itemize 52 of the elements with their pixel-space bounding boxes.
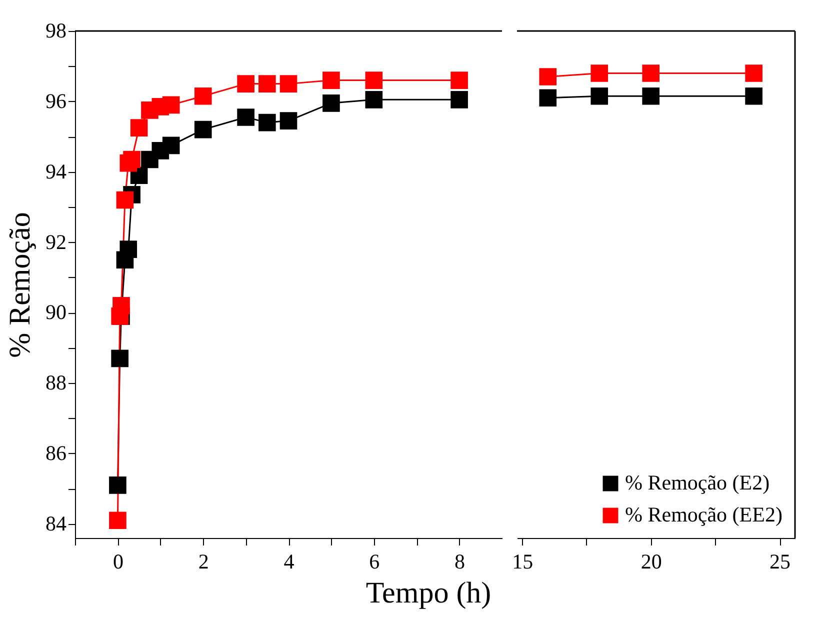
point — [112, 296, 130, 314]
y-tick-label: 84 — [46, 511, 67, 536]
y-tick-label: 96 — [46, 88, 66, 113]
y-tick-label: 86 — [46, 441, 66, 465]
point — [450, 90, 468, 108]
x-axis-title: Tempo (h) — [366, 576, 492, 610]
x-tick-label: 15 — [512, 550, 534, 574]
point — [745, 87, 762, 105]
point — [745, 64, 762, 82]
point — [162, 96, 180, 114]
point — [280, 75, 298, 92]
point — [450, 72, 468, 89]
point — [590, 64, 608, 82]
point — [642, 64, 660, 82]
point — [258, 114, 276, 132]
y-axis-title: % Remoção — [4, 212, 36, 358]
point — [365, 72, 383, 89]
point — [642, 87, 660, 105]
point — [258, 75, 276, 92]
point — [194, 87, 212, 105]
point — [237, 75, 254, 92]
point — [116, 191, 134, 209]
point — [280, 112, 298, 130]
x-tick-label: 4 — [284, 550, 295, 574]
y-tick-label: 94 — [46, 159, 67, 184]
y-tick-label: 98 — [46, 18, 66, 42]
point — [120, 240, 138, 258]
point — [539, 89, 557, 107]
point — [123, 150, 140, 168]
point — [162, 136, 180, 154]
point — [590, 87, 608, 105]
y-tick-label: 92 — [46, 230, 66, 254]
point — [365, 90, 383, 108]
point — [322, 94, 340, 112]
y-tick-label: 90 — [46, 300, 66, 324]
x-tick-label: 0 — [112, 550, 124, 574]
point — [130, 119, 148, 136]
x-tick-label: 6 — [369, 550, 380, 574]
point — [237, 108, 254, 126]
point — [194, 120, 212, 138]
legend-label: % Remoção (EE2) — [625, 502, 782, 526]
legend-label: % Remoção (E2) — [625, 470, 770, 494]
x-tick-label: 8 — [454, 550, 466, 574]
x-tick-label: 2 — [198, 550, 209, 574]
y-tick-label: 88 — [46, 370, 66, 395]
point — [111, 350, 128, 368]
point — [109, 476, 126, 494]
x-tick-label: 25 — [770, 550, 791, 574]
point — [322, 72, 340, 89]
x-tick-label: 20 — [640, 550, 662, 574]
point — [109, 512, 126, 530]
point — [539, 68, 557, 86]
